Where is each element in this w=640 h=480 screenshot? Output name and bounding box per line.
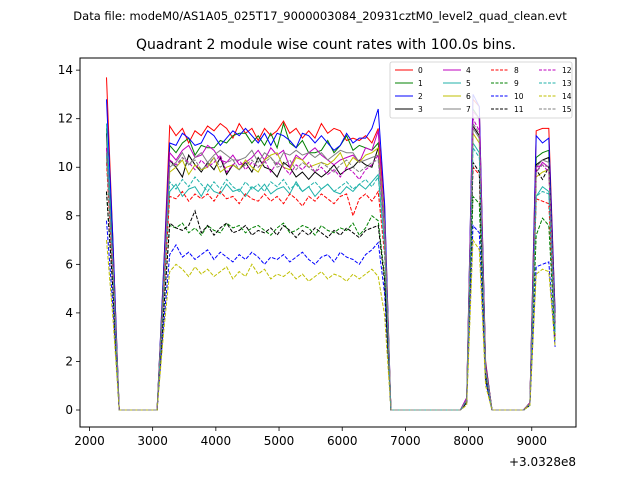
legend-label-8: 8 [514,66,519,75]
x-tick-label: 6000 [327,434,358,448]
series-line-4 [106,110,556,411]
legend-label-13: 13 [562,79,572,88]
series-line-11 [106,160,556,411]
legend-label-6: 6 [466,92,471,101]
series-line-7 [106,126,556,411]
legend-label-1: 1 [418,79,423,88]
legend-label-2: 2 [418,92,423,101]
axes-frame [79,57,577,428]
legend-label-9: 9 [514,79,519,88]
x-tick-label: 9000 [516,434,547,448]
y-tick-label: 10 [58,160,73,174]
legend-label-11: 11 [514,105,524,114]
x-tick-label: 4000 [201,434,232,448]
x-tick-label: 2000 [74,434,105,448]
series-line-13 [106,146,556,411]
legend-label-10: 10 [514,92,524,101]
plot-area: 2000 3000 4000 5000 6000 7000 8000 900002468101… [58,57,577,448]
y-tick-label: 2 [65,354,73,368]
chart-title: Quadrant 2 module wise count rates with … [136,37,516,53]
legend-label-0: 0 [418,66,423,75]
y-tick-label: 14 [58,63,73,77]
legend-label-4: 4 [466,66,471,75]
legend-label-5: 5 [466,79,471,88]
y-tick-label: 0 [65,403,73,417]
legend-label-15: 15 [562,105,572,114]
chart-suptitle: Data file: modeM0/AS1A05_025T17_90000030… [73,9,567,23]
series-line-9 [106,191,556,411]
x-tick-label: 8000 [453,434,484,448]
series-line-10 [106,220,556,411]
y-tick-label: 4 [65,306,73,320]
series-line-6 [106,131,556,411]
x-offset-label: +3.0328e8 [509,455,576,469]
legend-label-14: 14 [562,92,572,101]
y-tick-label: 12 [58,112,73,126]
legend-label-12: 12 [562,66,572,75]
y-tick-label: 8 [65,209,73,223]
series-line-12 [106,118,556,411]
x-tick-label: 7000 [390,434,421,448]
legend-label-3: 3 [418,105,423,114]
series-line-8 [106,162,556,411]
series-line-2 [106,94,556,411]
series-line-14 [106,238,556,411]
legend-box [389,61,573,119]
x-tick-label: 5000 [264,434,295,448]
x-tick-label: 3000 [137,434,168,448]
series-line-15 [106,121,556,411]
series-line-0 [106,77,556,411]
legend-label-7: 7 [466,105,471,114]
series-line-5 [106,123,556,411]
y-tick-label: 6 [65,257,73,271]
series-line-1 [106,107,556,411]
